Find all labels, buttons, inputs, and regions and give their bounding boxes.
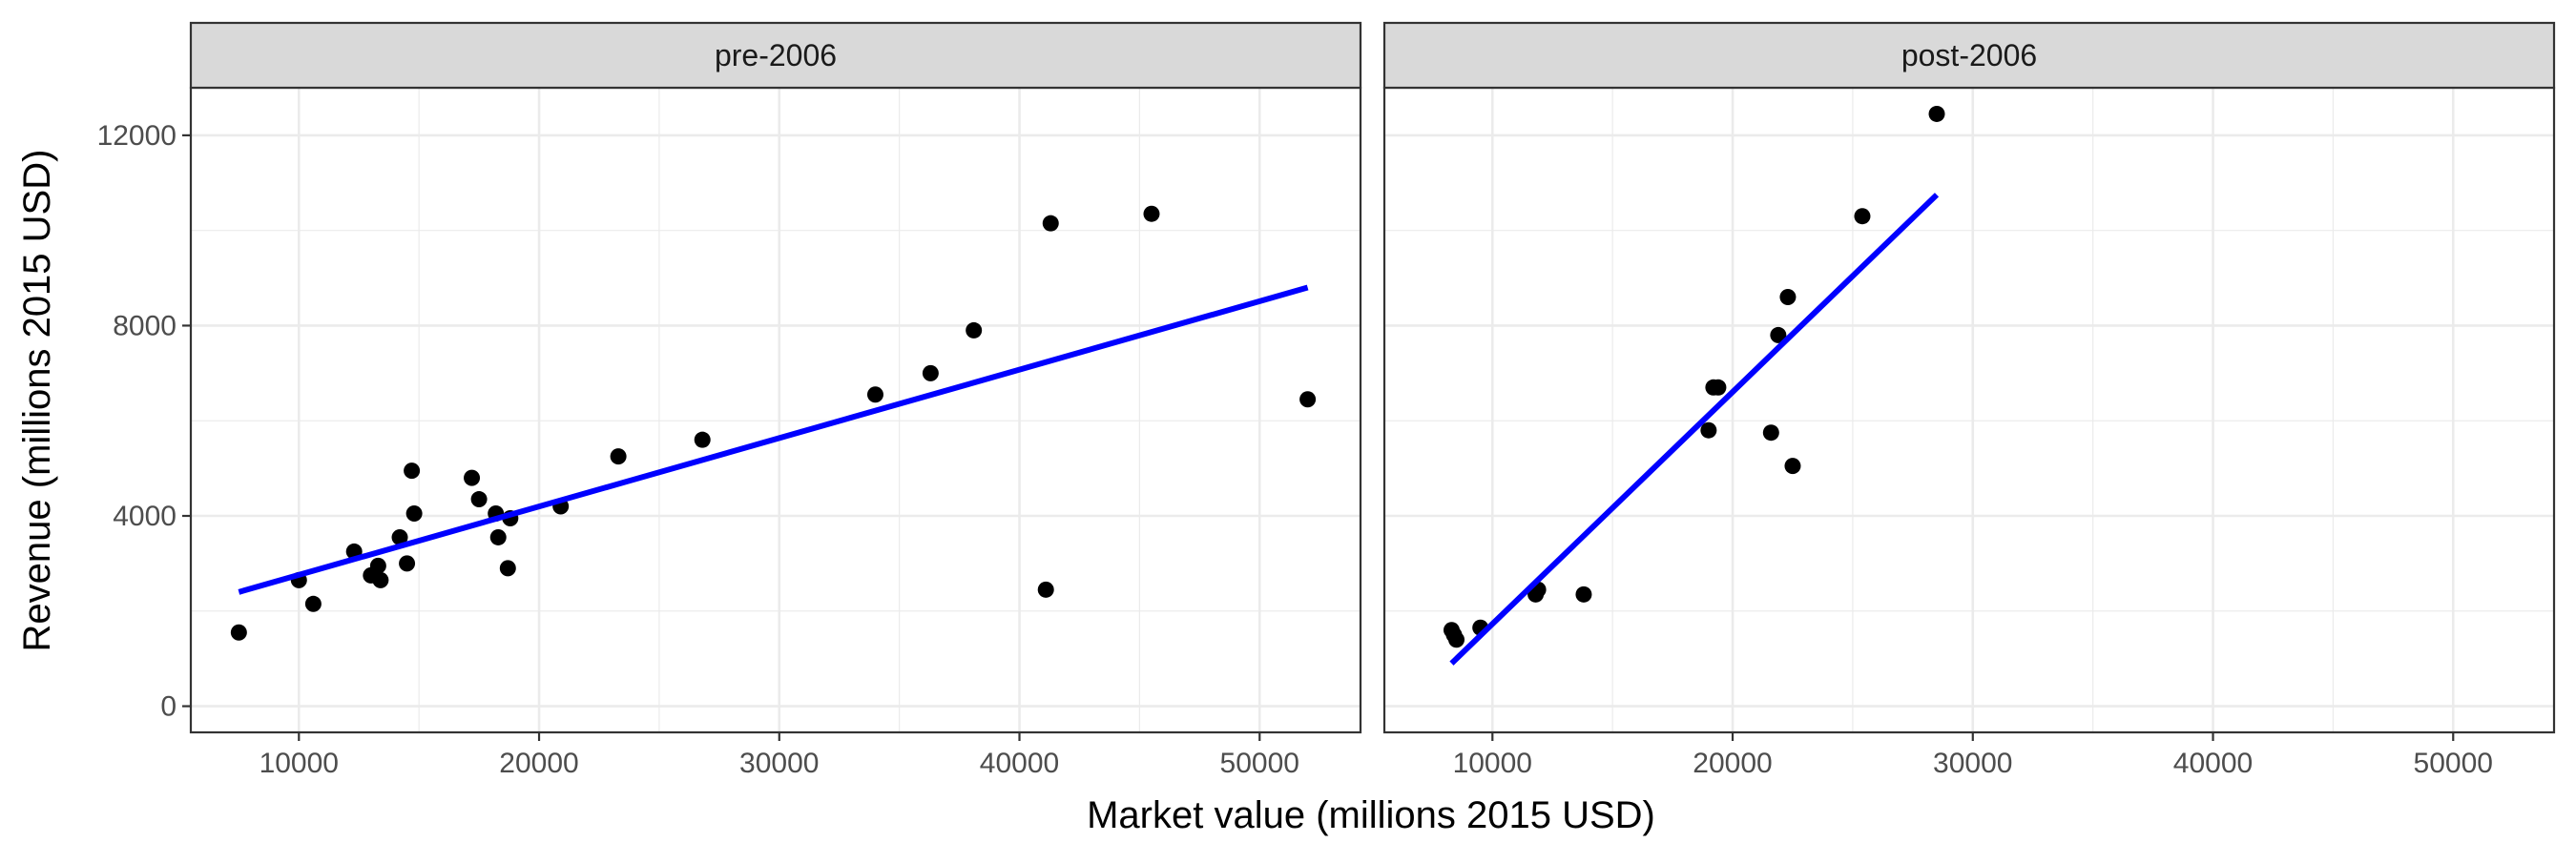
x-tick-label: 20000 xyxy=(1693,748,1772,779)
data-point xyxy=(1854,208,1871,225)
data-point xyxy=(1299,391,1317,408)
data-point xyxy=(1710,379,1727,396)
y-tick-label: 0 xyxy=(160,691,177,723)
data-point xyxy=(405,505,423,523)
x-tick-label: 50000 xyxy=(2414,748,2493,779)
y-tick-label: 12000 xyxy=(97,120,177,152)
data-point xyxy=(1762,424,1779,442)
data-point xyxy=(1784,458,1801,475)
data-point xyxy=(1037,581,1054,598)
data-point xyxy=(399,555,416,572)
x-tick-label: 40000 xyxy=(2173,748,2253,779)
data-point xyxy=(499,560,516,577)
x-axis-title: Market value (millions 2015 USD) xyxy=(1087,794,1655,836)
facet-strip-label: post-2006 xyxy=(1901,38,2037,72)
x-tick-label: 30000 xyxy=(1933,748,2012,779)
data-point xyxy=(1700,421,1717,439)
data-point xyxy=(230,624,247,641)
data-point xyxy=(489,528,507,545)
data-point xyxy=(304,595,322,612)
facet-strip xyxy=(1382,21,2556,90)
data-point xyxy=(694,431,711,448)
panel-post-2006: post-2006 10000 20000 30000 40000 50000 xyxy=(1382,21,2556,779)
data-point xyxy=(1770,326,1787,343)
data-point xyxy=(1042,215,1059,232)
data-point xyxy=(1779,289,1797,306)
data-point xyxy=(1575,586,1592,603)
data-point xyxy=(1448,631,1465,648)
data-point xyxy=(1928,105,1945,122)
data-point xyxy=(1143,205,1160,222)
x-tick-label: 20000 xyxy=(499,748,578,779)
data-point xyxy=(391,528,408,545)
data-point xyxy=(369,557,386,574)
x-tick-label: 50000 xyxy=(1220,748,1299,779)
fit-line xyxy=(238,284,1309,595)
facet-strip xyxy=(189,21,1362,90)
fit-line xyxy=(1449,193,1940,666)
data-point xyxy=(404,462,421,480)
data-point xyxy=(464,469,481,486)
facet-strip-label: pre-2006 xyxy=(715,38,837,72)
y-tick-label: 4000 xyxy=(113,501,177,532)
x-tick-label: 40000 xyxy=(980,748,1059,779)
y-tick-label: 8000 xyxy=(113,310,177,341)
data-point xyxy=(922,364,939,381)
data-point xyxy=(966,321,983,339)
data-point xyxy=(866,386,883,403)
x-tick-label: 10000 xyxy=(1453,748,1532,779)
panel-background xyxy=(191,88,1361,732)
x-tick-label: 30000 xyxy=(739,748,819,779)
data-point xyxy=(610,448,627,465)
data-point xyxy=(470,491,488,508)
y-axis-title: Revenue (millions 2015 USD) xyxy=(16,150,58,652)
x-tick-label: 10000 xyxy=(260,748,339,779)
data-point xyxy=(372,571,389,588)
panel-pre-2006: pre-2006 10000 20000 30000 40000 50000 0 4000 80… xyxy=(97,21,1362,779)
panel-background xyxy=(1384,88,2554,732)
